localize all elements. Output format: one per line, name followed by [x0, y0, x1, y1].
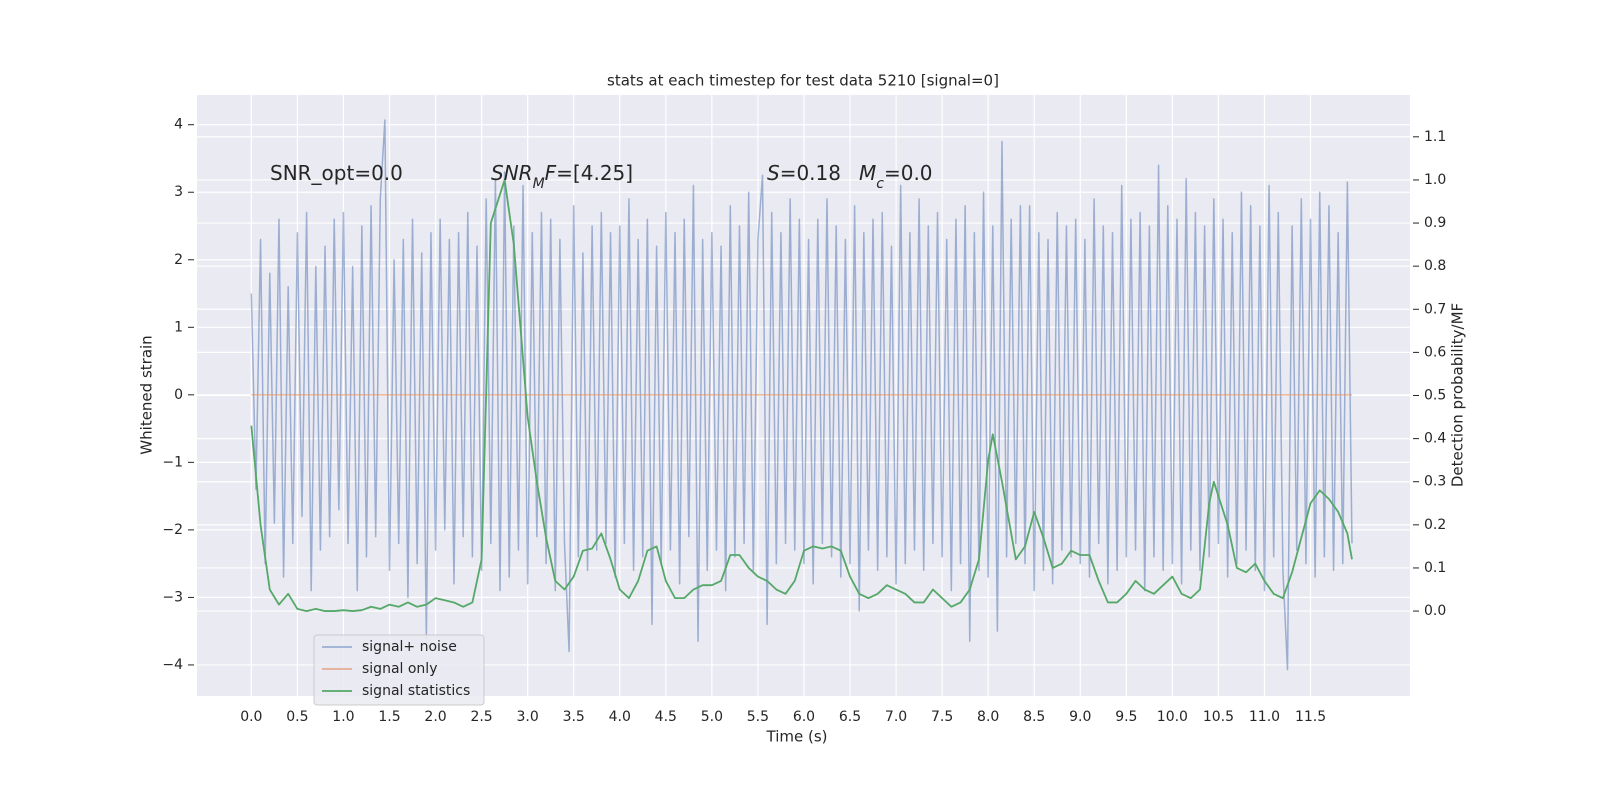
x-tick-label: 7.5	[931, 709, 953, 725]
annotation: SNR_opt=0.0	[270, 161, 403, 185]
y-tick-label: 2	[174, 252, 183, 268]
y2-tick-label: 0.1	[1424, 560, 1446, 576]
y-tick-label: 3	[174, 184, 183, 200]
y-tick-label: −1	[162, 454, 183, 470]
y2-tick-label: 0.4	[1424, 431, 1446, 447]
y-tick-label: −3	[162, 589, 183, 605]
x-tick-label: 4.0	[609, 709, 631, 725]
x-tick-label: 8.0	[977, 709, 999, 725]
y2-tick-label: 0.2	[1424, 517, 1446, 533]
chart-title: stats at each timestep for test data 521…	[607, 72, 999, 90]
annotation: Mc=0.0	[859, 161, 933, 192]
y2-tick-label: 0.3	[1424, 474, 1446, 490]
x-tick-label: 11.5	[1295, 709, 1326, 725]
legend-label: signal statistics	[362, 683, 470, 699]
annotation-part: c	[876, 176, 884, 192]
y2-tick-label: 0.5	[1424, 388, 1446, 404]
x-tick-label: 2.5	[470, 709, 492, 725]
legend-box	[313, 634, 485, 706]
y2-tick-label: 0.9	[1424, 215, 1446, 231]
x-tick-label: 0.5	[286, 709, 308, 725]
y2-tick-label: 1.0	[1424, 172, 1446, 188]
x-tick-label: 0.0	[240, 709, 262, 725]
series-line	[250, 179, 1353, 612]
x-tick-label: 5.0	[701, 709, 723, 725]
marks	[250, 119, 1353, 671]
y-tick-label: 4	[174, 117, 183, 133]
annotation-part: SNR_opt=0.0	[270, 161, 403, 185]
annotation-part: F	[545, 161, 557, 185]
x-tick-label: 9.5	[1115, 709, 1137, 725]
x-tick-label: 1.0	[332, 709, 354, 725]
x-tick-label: 4.5	[655, 709, 677, 725]
x-tick-label: 7.0	[885, 709, 907, 725]
annotation-part: M	[859, 161, 876, 185]
x-axis-label: Time (s)	[766, 728, 828, 746]
y2-tick-label: 1.1	[1424, 129, 1446, 145]
y2-tick-label: 0.6	[1424, 344, 1446, 360]
x-tick-label: 6.5	[839, 709, 861, 725]
x-tick-label: 10.0	[1157, 709, 1188, 725]
y2-tick-label: 0.0	[1424, 603, 1446, 619]
y2-tick-label: 0.7	[1424, 301, 1446, 317]
y-tick-label: −4	[162, 657, 183, 673]
x-tick-label: 9.0	[1069, 709, 1091, 725]
annotation-part: =0.18	[780, 161, 841, 185]
x-tick-label: 5.5	[747, 709, 769, 725]
x-tick-label: 1.5	[378, 709, 400, 725]
y-tick-label: 1	[174, 319, 183, 335]
x-tick-label: 10.5	[1203, 709, 1234, 725]
y-axis-label: Whitened strain	[138, 335, 156, 454]
annotation-part: SNR	[491, 161, 533, 185]
x-tick-label: 6.0	[793, 709, 815, 725]
annotation: SNRMF=[4.25]	[491, 161, 633, 192]
y2-axis-label: Detection probability/MF	[1449, 303, 1467, 487]
overlay: 0.0 0.5 1.0 1.5 2.0 2.5 3.0 3.5 4.0 4.5 5.0 5.5 6.0 6…	[162, 117, 1446, 725]
annotation-part: S	[767, 161, 780, 185]
legend-label: signal+ noise	[362, 639, 457, 655]
annotation: S=0.18	[767, 161, 841, 185]
annotation-part: =[4.25]	[556, 161, 633, 185]
y-tick-label: 0	[174, 387, 183, 403]
legend-label: signal only	[362, 661, 437, 677]
x-tick-label: 2.0	[424, 709, 446, 725]
x-tick-label: 3.5	[563, 709, 585, 725]
x-tick-label: 11.0	[1249, 709, 1280, 725]
series-line	[250, 119, 1353, 671]
y2-tick-label: 0.8	[1424, 258, 1446, 274]
annotation-part: =0.0	[884, 161, 933, 185]
y-tick-label: −2	[162, 522, 183, 538]
x-tick-label: 8.5	[1023, 709, 1045, 725]
x-tick-label: 3.0	[517, 709, 539, 725]
annotation-part: M	[533, 176, 545, 192]
